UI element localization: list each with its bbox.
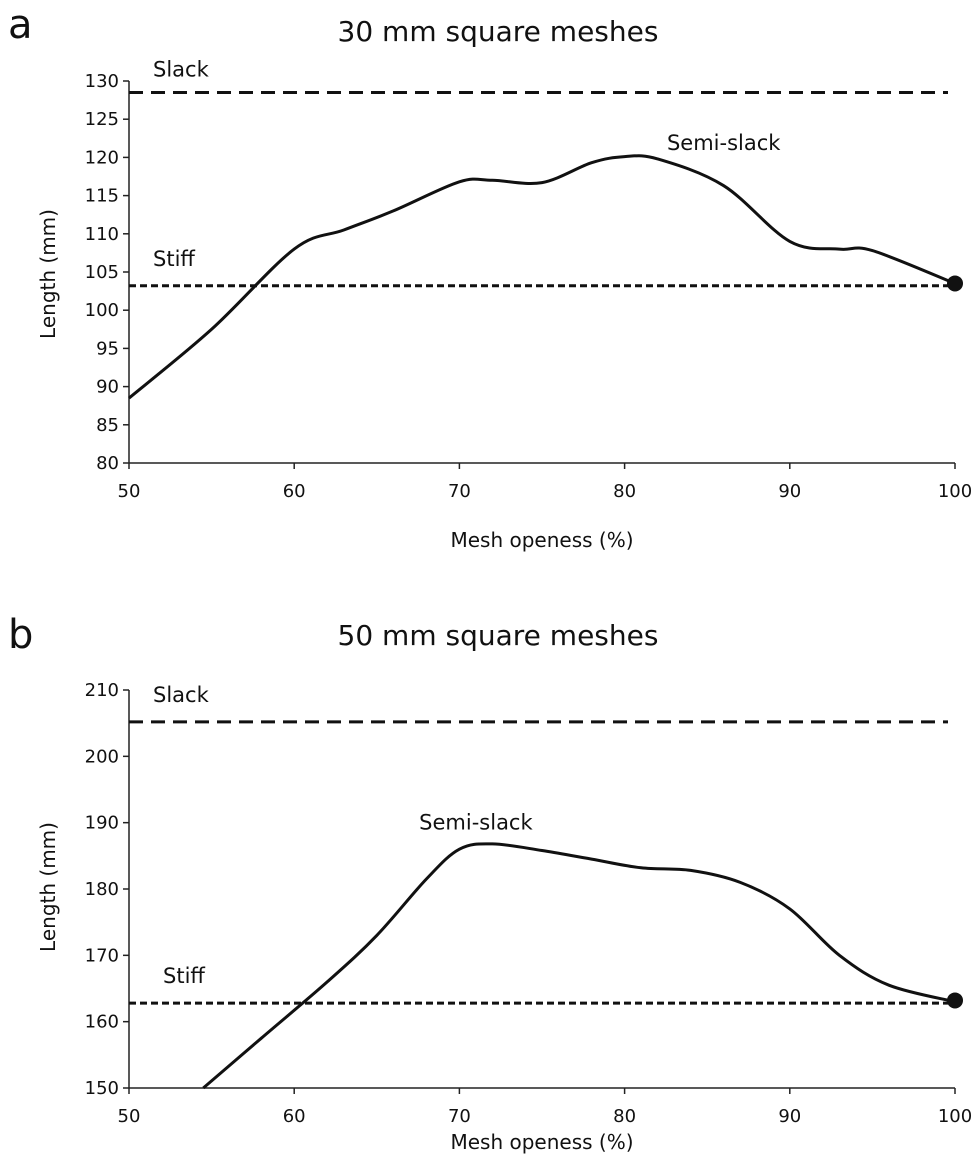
y-axis-label: Length (mm) <box>36 209 60 339</box>
x-tick-label: 70 <box>448 1106 471 1127</box>
y-tick-label: 210 <box>85 680 119 701</box>
x-tick-label: 80 <box>613 481 636 502</box>
semi-slack-curve <box>128 154 956 400</box>
y-tick-label: 90 <box>96 377 119 398</box>
y-tick-label: 110 <box>85 224 119 245</box>
x-axis-label: Mesh openess (%) <box>450 1130 633 1154</box>
x-tick-label: 100 <box>938 481 972 502</box>
x-tick-label: 60 <box>283 481 306 502</box>
x-tick-label: 80 <box>613 1106 636 1127</box>
y-tick-label: 130 <box>85 71 119 92</box>
stiff-label: Stiff <box>153 247 195 271</box>
y-tick-label: 95 <box>96 338 119 359</box>
x-tick-label: 100 <box>938 1106 972 1127</box>
y-tick-label: 100 <box>85 300 119 321</box>
chart-title: 30 mm square meshes <box>338 15 659 48</box>
semi-slack-label: Semi-slack <box>667 131 781 155</box>
y-tick-label: 170 <box>85 945 119 966</box>
y-tick-label: 200 <box>85 746 119 767</box>
chart-marks: 150 160 170 180 190 200 210 50 60 70 80 90 100 Slack S… <box>85 680 973 1127</box>
x-tick-label: 70 <box>448 481 471 502</box>
x-tick-label: 60 <box>283 1106 306 1127</box>
endpoint-marker <box>947 275 963 292</box>
y-tick-label: 120 <box>85 147 119 168</box>
panel-letter: a <box>8 2 33 48</box>
panel-letter: b <box>8 612 33 658</box>
y-tick-label: 80 <box>96 453 119 474</box>
x-tick-label: 90 <box>778 481 801 502</box>
y-tick-label: 115 <box>85 186 119 207</box>
y-tick-label: 160 <box>85 1012 119 1033</box>
y-tick-label: 190 <box>85 813 119 834</box>
stiff-label: Stiff <box>163 964 205 988</box>
semi-slack-curve <box>202 842 956 1090</box>
y-tick-label: 105 <box>85 262 119 283</box>
x-tick-label: 50 <box>118 481 141 502</box>
chart-marks: 80 85 90 95 100 105 110 115 120 125 130 50 60 70 80 90 1… <box>85 57 973 502</box>
chart-panel-b: b 50 mm square meshes 150 160 170 180 190 200… <box>8 612 972 1154</box>
slack-label: Slack <box>153 683 210 707</box>
slack-label: Slack <box>153 57 210 81</box>
endpoint-marker <box>947 992 963 1009</box>
y-axis-label: Length (mm) <box>36 822 60 952</box>
y-tick-label: 180 <box>85 879 119 900</box>
x-tick-label: 50 <box>118 1106 141 1127</box>
y-tick-label: 150 <box>85 1078 119 1099</box>
x-axis-label: Mesh openess (%) <box>450 528 633 552</box>
semi-slack-label: Semi-slack <box>419 810 533 834</box>
x-tick-label: 90 <box>778 1106 801 1127</box>
chart-panel-a: a 30 mm square meshes 80 85 90 95 100 105 110 1… <box>8 2 972 552</box>
y-tick-label: 85 <box>96 415 119 436</box>
chart-title: 50 mm square meshes <box>338 619 659 652</box>
y-tick-label: 125 <box>85 109 119 130</box>
